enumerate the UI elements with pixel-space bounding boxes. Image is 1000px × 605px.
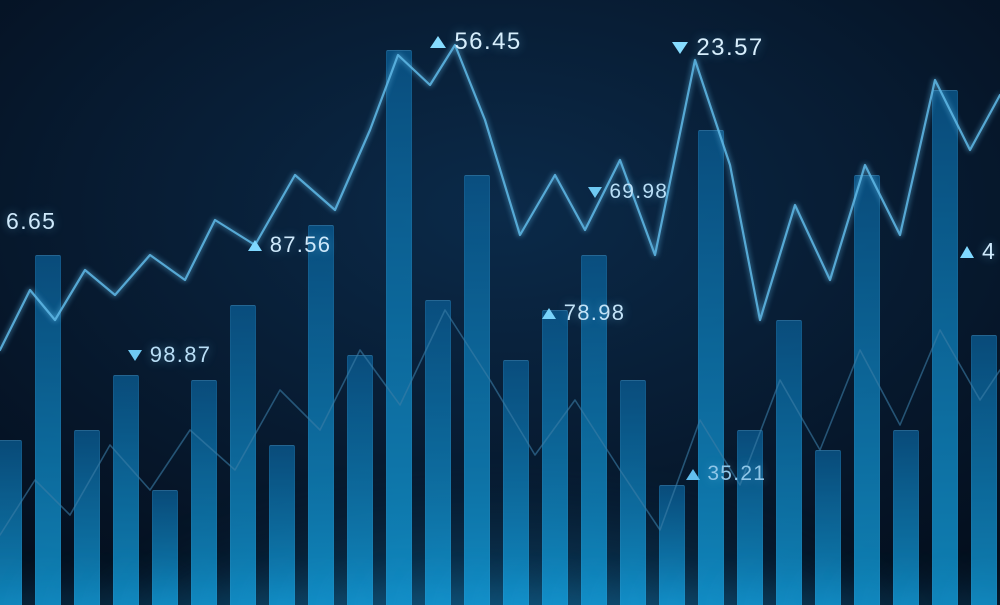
chart-background bbox=[0, 0, 1000, 605]
financial-chart: 6.6598.8787.5656.4578.9869.9823.5735.214 bbox=[0, 0, 1000, 605]
